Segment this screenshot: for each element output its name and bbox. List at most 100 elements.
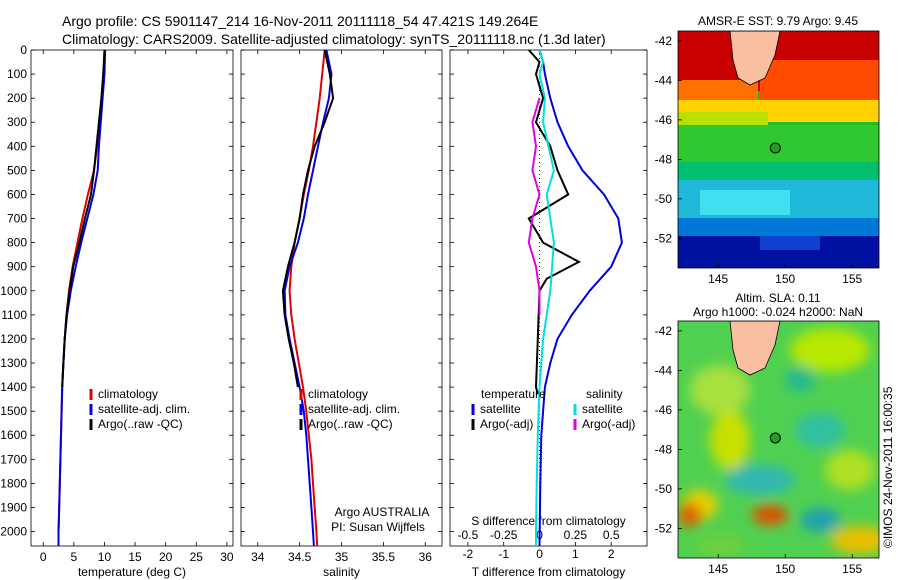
series-line-2 bbox=[61, 50, 106, 388]
plot-frame bbox=[30, 49, 234, 547]
figure-title: Argo profile: CS 5901147_214 16-Nov-2011… bbox=[62, 13, 538, 29]
sla-map: 145 150 155 -42 -44 -46 -48 -50 -52 bbox=[655, 320, 880, 576]
y-tick-label: 1000 bbox=[0, 284, 27, 298]
y-tick-label: 1800 bbox=[0, 476, 27, 490]
y-tick-label: 400 bbox=[7, 139, 27, 153]
x-tick-label: -2 bbox=[463, 547, 474, 561]
map-x-tick-label: 155 bbox=[842, 272, 862, 286]
x-tick-label: 34 bbox=[251, 550, 265, 564]
temperature-panel: 0 5 10 15 20 25 300100200300400500600700800900… bbox=[0, 43, 234, 579]
map-y-tick-label: -46 bbox=[655, 403, 673, 417]
map-x-tick-label: 155 bbox=[842, 562, 862, 576]
x-tick-label: 35 bbox=[335, 550, 349, 564]
map-y-tick-label: -44 bbox=[655, 363, 673, 377]
legend-label: climatology bbox=[308, 387, 368, 401]
series-group bbox=[57, 50, 107, 546]
map-y-tick-label: -42 bbox=[655, 34, 673, 48]
series-line-3 bbox=[527, 97, 541, 315]
secondary-x-axis-label: S difference from climatology bbox=[471, 514, 626, 528]
map-x-tick-label: 150 bbox=[775, 272, 795, 286]
map-x-tick-label: 145 bbox=[708, 272, 728, 286]
x-tick-label: 15 bbox=[128, 550, 142, 564]
legend-header: temperature bbox=[481, 387, 546, 401]
legend-label: Argo(..raw -QC) bbox=[98, 417, 183, 431]
legend-label: satellite-adj. clim. bbox=[308, 402, 400, 416]
x-tick-label: 25 bbox=[190, 550, 204, 564]
pi-label: PI: Susan Wijffels bbox=[331, 520, 425, 534]
x-axis-label: salinity bbox=[323, 565, 360, 579]
series-line-2 bbox=[281, 50, 335, 388]
legend-label: Argo(..raw -QC) bbox=[308, 417, 393, 431]
map-y-tick-label: -46 bbox=[655, 113, 673, 127]
series-group bbox=[527, 50, 623, 546]
figure-subtitle: Climatology: CARS2009. Satellite-adjuste… bbox=[62, 31, 606, 47]
y-tick-label: 1400 bbox=[0, 380, 27, 394]
x-tick-label: 36 bbox=[419, 550, 433, 564]
map-y-tick-label: -50 bbox=[655, 192, 673, 206]
secondary-x-tick-label: 0.25 bbox=[564, 528, 588, 542]
map-x-tick-label: 150 bbox=[775, 562, 795, 576]
y-tick-label: 200 bbox=[7, 91, 27, 105]
map-y-tick-label: -42 bbox=[655, 324, 673, 338]
y-tick-label: 700 bbox=[7, 212, 27, 226]
series-group bbox=[281, 50, 335, 546]
map-x-tick-label: 145 bbox=[708, 562, 728, 576]
secondary-x-tick-label: -0.25 bbox=[490, 528, 518, 542]
map-y-tick-label: -44 bbox=[655, 73, 673, 87]
y-tick-label: 1500 bbox=[0, 404, 27, 418]
y-tick-label: 2000 bbox=[0, 525, 27, 539]
map-y-tick-label: -48 bbox=[655, 152, 673, 166]
y-tick-label: 800 bbox=[7, 236, 27, 250]
y-tick-label: 600 bbox=[7, 187, 27, 201]
y-tick-label: 1700 bbox=[0, 452, 27, 466]
x-tick-label: 35.5 bbox=[372, 550, 396, 564]
legend-label: satellite bbox=[480, 402, 521, 416]
argo-location-marker bbox=[769, 142, 781, 154]
sst-map: 145 150 155 -42 -44 -46 -48 -50 -52 bbox=[655, 30, 880, 286]
x-tick-label: 34.5 bbox=[288, 550, 312, 564]
secondary-x-tick-label: 0.5 bbox=[603, 528, 620, 542]
y-tick-label: 1300 bbox=[0, 356, 27, 370]
salinity-panel: 34 34.5 35 35.5 36 salinity climatologysatelli… bbox=[240, 49, 443, 579]
difference-panel: -2 -1 0 1 2 T difference from climatology S di… bbox=[449, 49, 648, 579]
argo-program-label: Argo AUSTRALIA bbox=[335, 505, 430, 519]
y-tick-label: 0 bbox=[20, 43, 27, 57]
series-line-2 bbox=[535, 50, 555, 546]
legend-label: Argo(-adj) bbox=[582, 417, 635, 431]
map-y-tick-label: -52 bbox=[655, 231, 673, 245]
sla-map-subtitle: Argo h1000: -0.024 h2000: NaN bbox=[693, 305, 863, 319]
x-tick-label: 5 bbox=[71, 550, 78, 564]
credit-text: ©IMOS 24-Nov-2011 16:00:35 bbox=[881, 386, 895, 548]
legend-header: salinity bbox=[586, 387, 623, 401]
x-tick-label: 1 bbox=[572, 547, 579, 561]
y-tick-label: 1100 bbox=[1, 308, 27, 322]
sst-map-title: AMSR-E SST: 9.79 Argo: 9.45 bbox=[698, 14, 858, 28]
legend-label: Argo(-adj) bbox=[480, 417, 533, 431]
y-tick-label: 300 bbox=[7, 115, 27, 129]
x-tick-label: 2 bbox=[608, 547, 615, 561]
plot-frame bbox=[240, 49, 443, 547]
y-tick-label: 1600 bbox=[0, 428, 27, 442]
x-axis-label: temperature (deg C) bbox=[78, 565, 186, 579]
argo-location-marker bbox=[769, 432, 781, 444]
x-tick-label: 0 bbox=[536, 547, 543, 561]
legend-label: satellite-adj. clim. bbox=[98, 402, 190, 416]
y-tick-label: 1900 bbox=[0, 500, 27, 514]
legend-label: climatology bbox=[98, 387, 158, 401]
map-y-tick-label: -50 bbox=[655, 482, 673, 496]
y-tick-label: 1200 bbox=[0, 332, 27, 346]
x-tick-label: 0 bbox=[40, 550, 47, 564]
y-tick-label: 900 bbox=[7, 260, 27, 274]
x-tick-label: 10 bbox=[98, 550, 112, 564]
y-tick-label: 100 bbox=[7, 67, 27, 81]
x-tick-label: -1 bbox=[498, 547, 509, 561]
x-tick-label: 20 bbox=[159, 550, 173, 564]
x-tick-label: 30 bbox=[220, 550, 234, 564]
series-line-0 bbox=[288, 50, 326, 546]
series-line-0 bbox=[538, 50, 623, 546]
sla-map-title: Altim. SLA: 0.11 bbox=[735, 291, 820, 305]
map-y-tick-label: -48 bbox=[655, 442, 673, 456]
map-y-tick-label: -52 bbox=[655, 521, 673, 535]
legend-label: satellite bbox=[582, 402, 623, 416]
